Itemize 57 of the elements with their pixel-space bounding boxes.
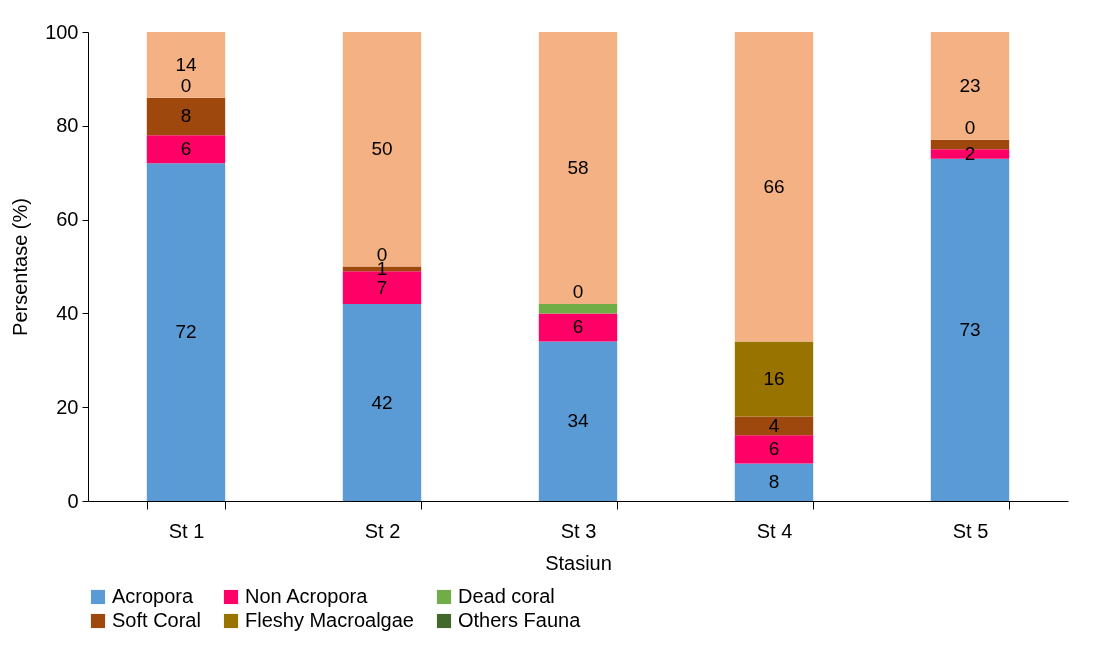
bar: [930, 158, 1010, 501]
data-label: 4: [768, 414, 780, 436]
bar: [342, 304, 422, 501]
annotation: 0: [180, 74, 192, 96]
y-axis-title: Persentase (%): [9, 198, 32, 336]
bar: [930, 149, 1010, 159]
annotation: 0: [572, 281, 584, 303]
x-tick-label: St 4: [756, 519, 793, 542]
y-tick-label: 40: [56, 301, 79, 324]
data-label: 73: [959, 318, 981, 340]
data-label: 34: [567, 410, 589, 432]
data-label: 6: [572, 316, 584, 338]
bar: [930, 32, 1010, 140]
x-tick-label: St 1: [168, 519, 205, 542]
bar: [734, 435, 814, 464]
bar: [734, 32, 814, 342]
y-tick-label: 100: [45, 20, 79, 43]
data-label: 14: [175, 53, 197, 75]
data-label: 6: [768, 438, 780, 460]
data-label: 6: [180, 138, 192, 160]
data-label: 72: [175, 321, 197, 343]
x-tick-label: St 5: [952, 519, 989, 542]
bar: [734, 463, 814, 501]
data-label: 8: [180, 105, 192, 127]
x-tick-label: St 3: [560, 519, 597, 542]
data-label: 8: [768, 471, 780, 493]
legend-label: Fleshy Macroalgae: [245, 609, 414, 631]
bar: [538, 32, 618, 305]
y-tick-label: 20: [56, 395, 79, 418]
data-label: 58: [567, 157, 589, 179]
bar: [146, 163, 226, 501]
legend-label: Acropora: [112, 585, 195, 607]
bar: [146, 135, 226, 164]
data-label: 50: [371, 138, 393, 160]
bar: [538, 341, 618, 501]
x-axis-title: Stasiun: [545, 551, 612, 574]
data-label: 42: [371, 391, 393, 413]
legend-label: Non Acropora: [245, 585, 369, 607]
annotation: 0: [964, 116, 976, 138]
data-label: 16: [763, 368, 785, 390]
legend-label: Dead coral: [458, 585, 555, 607]
x-tick-label: St 2: [364, 519, 401, 542]
bar: [146, 32, 226, 98]
data-label: 66: [763, 175, 785, 197]
data-label: 23: [959, 74, 981, 96]
data-label: 7: [376, 276, 388, 298]
y-tick-label: 60: [56, 208, 79, 231]
legend-label: Others Fauna: [458, 609, 582, 631]
y-tick-label: 0: [67, 489, 79, 512]
legend-label: Soft Coral: [112, 609, 201, 631]
y-tick-label: 80: [56, 114, 79, 137]
data-label: 2: [964, 142, 976, 164]
bar: [538, 304, 618, 314]
bar: [734, 341, 814, 417]
bar: [734, 416, 814, 436]
bar: [146, 97, 226, 136]
bar: [538, 313, 618, 342]
